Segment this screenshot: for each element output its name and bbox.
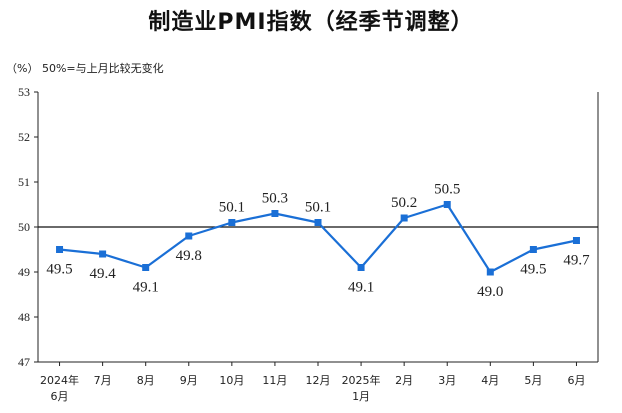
data-label: 49.7 [563,253,590,269]
x-tick-label: 3月 [438,374,456,387]
x-tick-label: 6月 [51,390,69,403]
data-point-marker [486,268,494,276]
y-tick-label: 49 [18,265,30,279]
x-tick-label: 8月 [137,374,155,387]
data-label: 49.1 [133,280,159,296]
data-point-marker [99,250,107,258]
x-tick-label: 4月 [481,374,499,387]
x-tick-label: 2025年 [342,373,381,387]
y-tick-label: 48 [18,310,30,324]
data-point-marker [271,210,279,217]
data-point-marker [185,232,193,240]
data-label: 49.1 [348,280,374,296]
data-label: 50.1 [219,200,245,216]
chart-title: 制造业PMI指数（经季节调整） [148,10,474,35]
data-point-marker [357,264,365,271]
data-label: 49.0 [477,284,503,300]
unit-note: （%） 50%=与上月比较无变化 [6,62,164,75]
y-tick-label: 53 [18,85,30,99]
data-point-marker [443,201,451,208]
data-label: 49.8 [176,248,202,264]
data-label: 49.5 [520,262,546,278]
data-point-marker [572,237,580,244]
x-tick-label: 10月 [219,374,244,387]
data-label: 49.5 [46,262,72,278]
data-point-marker [400,214,408,222]
data-point-marker [56,246,64,253]
x-tick-label: 2月 [395,374,413,387]
data-point-marker [142,264,150,271]
data-point-marker [314,219,322,226]
data-label: 49.4 [89,266,116,282]
x-tick-label: 11月 [262,374,287,387]
data-label: 50.2 [391,195,417,211]
data-point-marker [228,219,236,226]
y-tick-label: 50 [18,220,30,234]
x-tick-label: 1月 [352,390,370,403]
data-label: 50.5 [434,182,460,198]
y-tick-label: 52 [18,130,30,144]
x-tick-label: 7月 [94,374,112,387]
x-tick-label: 9月 [180,374,198,387]
x-tick-label: 6月 [567,374,585,387]
x-tick-label: 12月 [306,374,331,387]
x-tick-label: 2024年 [40,373,79,387]
data-label: 50.1 [305,200,331,216]
y-tick-label: 47 [18,355,30,369]
y-tick-label: 51 [18,175,30,189]
x-tick-label: 5月 [524,374,542,387]
data-point-marker [529,246,537,253]
data-label: 50.3 [262,191,288,207]
